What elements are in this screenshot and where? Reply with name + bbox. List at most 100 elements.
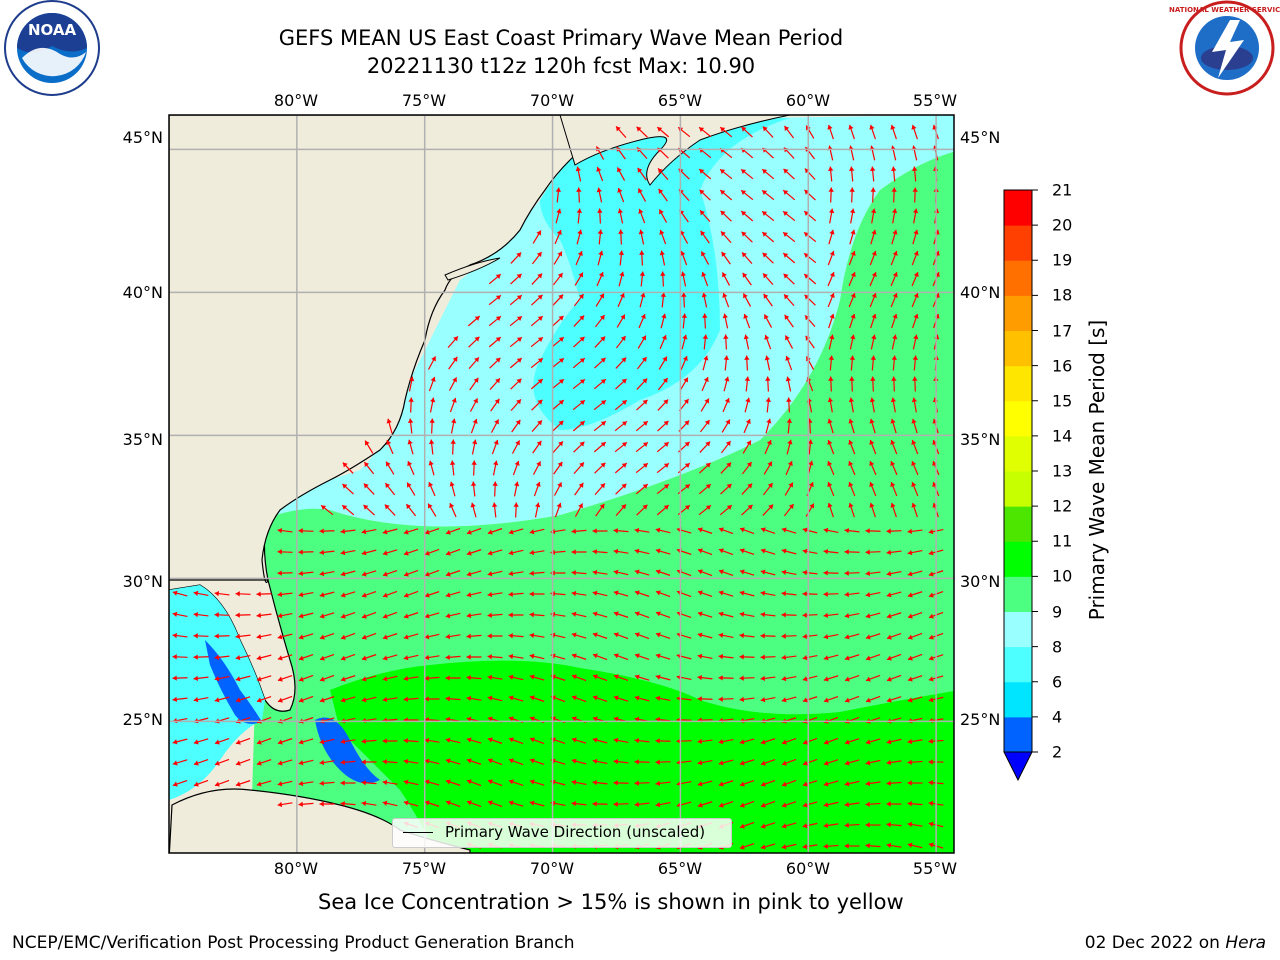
wave-arrow <box>700 230 710 244</box>
wave-arrow <box>571 549 587 555</box>
wave-arrow <box>554 229 562 245</box>
wave-arrow <box>445 737 461 744</box>
wave-arrow <box>719 168 733 180</box>
wave-arrow <box>869 502 876 518</box>
wave-arrow <box>594 336 606 348</box>
wave-arrow <box>784 335 794 349</box>
wave-arrow <box>656 462 670 474</box>
wave-arrow <box>592 528 608 534</box>
wave-arrow <box>513 502 519 518</box>
wave-arrow <box>214 696 230 703</box>
colorbar-extend-triangle <box>1003 751 1033 782</box>
wave-arrow <box>890 502 897 518</box>
wave-arrow <box>802 737 818 745</box>
wave-arrow <box>386 439 394 455</box>
wave-arrow <box>277 549 293 555</box>
wave-arrow <box>508 612 524 618</box>
wave-arrow <box>639 250 645 266</box>
wave-arrow <box>488 273 502 285</box>
lon-tick-top-60: 60°W <box>786 91 830 110</box>
wave-arrow <box>571 695 587 703</box>
wave-arrow <box>470 418 478 434</box>
wave-arrow <box>637 188 647 202</box>
wave-arrow <box>615 483 627 495</box>
wave-arrow <box>718 800 734 808</box>
wave-arrow <box>445 800 461 808</box>
wave-arrow <box>785 376 792 392</box>
lat-tick-left-35: 35°N <box>123 430 163 449</box>
wave-arrow <box>319 632 335 640</box>
wave-arrow <box>403 569 419 577</box>
wave-arrow <box>781 654 797 661</box>
wave-arrow <box>613 695 629 702</box>
wave-arrow <box>531 251 543 265</box>
wave-arrow <box>214 654 230 661</box>
wave-arrow <box>886 549 902 556</box>
wave-arrow <box>532 461 542 475</box>
wave-arrow <box>445 527 461 535</box>
wave-arrow <box>720 462 732 474</box>
colorbar-tick-label: 19 <box>1052 250 1073 270</box>
wave-arrow <box>235 737 251 745</box>
wave-arrow <box>781 612 797 618</box>
wave-arrow <box>466 654 482 660</box>
wave-arrow <box>828 334 835 350</box>
wave-arrow <box>655 611 671 619</box>
title-line-1: GEFS MEAN US East Coast Primary Wave Mea… <box>278 26 844 50</box>
wave-arrow <box>342 462 354 474</box>
wave-arrow <box>865 695 881 703</box>
wave-arrow <box>764 355 771 371</box>
wave-arrow <box>445 779 461 786</box>
wave-arrow <box>532 230 542 244</box>
wave-arrow <box>596 166 604 182</box>
wave-arrow <box>551 378 565 390</box>
lat-tick-right-30: 30°N <box>960 572 1000 591</box>
wave-arrow <box>573 315 585 327</box>
wave-arrow <box>907 675 923 682</box>
wave-arrow <box>740 168 754 180</box>
wave-arrow <box>886 759 902 766</box>
wave-arrow <box>256 591 272 597</box>
wave-arrow <box>679 230 689 244</box>
wave-arrow <box>571 674 587 682</box>
wave-arrow <box>214 590 230 597</box>
lon-tick-bottom-60: 60°W <box>786 859 830 878</box>
wave-arrow <box>256 780 272 787</box>
wave-arrow <box>511 440 521 454</box>
wave-arrow <box>781 737 797 745</box>
wave-arrow <box>823 548 839 555</box>
wave-arrow <box>721 272 731 286</box>
wave-arrow <box>592 549 608 555</box>
wave-arrow <box>508 800 524 807</box>
wave-arrow <box>912 229 919 245</box>
wave-arrow <box>592 569 608 576</box>
wave-arrow <box>739 738 755 745</box>
wave-arrow <box>214 779 230 787</box>
wave-arrow <box>911 439 919 455</box>
wave-arrow <box>844 549 860 555</box>
wave-arrow <box>802 675 818 682</box>
wave-arrow <box>424 654 440 661</box>
wave-arrow <box>720 440 732 454</box>
wave-arrow <box>890 292 898 308</box>
wave-arrow <box>468 356 480 370</box>
wave-arrow <box>635 420 649 432</box>
wave-arrow <box>424 758 440 765</box>
wave-arrow <box>761 210 775 222</box>
wave-arrow <box>739 527 755 535</box>
wave-arrow <box>613 590 629 597</box>
wave-arrow <box>741 231 753 243</box>
wave-arrow <box>571 590 587 597</box>
wave-arrow <box>466 675 482 681</box>
wave-arrow <box>739 800 755 808</box>
wave-arrow <box>445 570 461 577</box>
wave-arrow <box>823 801 839 808</box>
wave-arrow <box>529 758 545 766</box>
wave-arrow <box>214 675 230 682</box>
wave-arrow <box>911 124 918 140</box>
wave-arrow <box>741 126 753 138</box>
lon-tick-top-75: 75°W <box>402 91 446 110</box>
wave-arrow <box>510 398 522 412</box>
wave-arrow <box>634 695 650 702</box>
wave-arrow <box>424 612 440 619</box>
